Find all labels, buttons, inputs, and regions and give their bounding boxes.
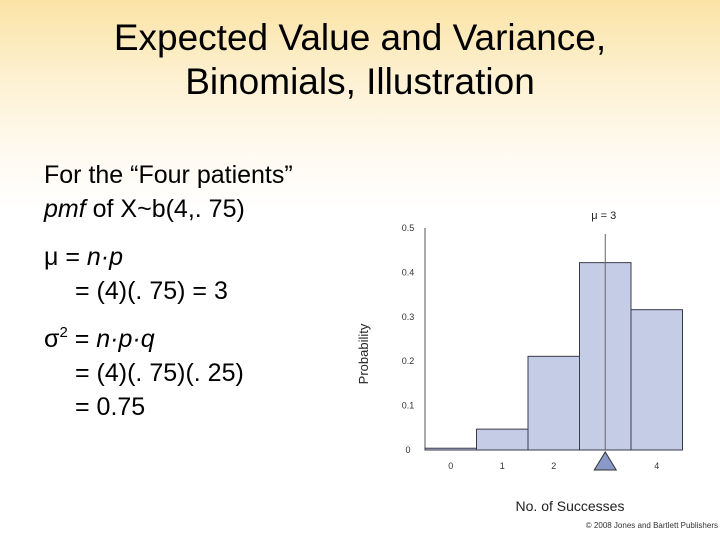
bar-1 xyxy=(476,428,529,451)
binomial-pmf-chart: 00.10.20.30.40.5Probability01234μ = 3No.… xyxy=(356,210,718,530)
sigma-formula: σ2 = n·p·q xyxy=(44,322,384,356)
sigma-symbol: σ xyxy=(44,325,60,353)
slide-body: For the “Four patients” pmf of X~b(4,. 7… xyxy=(44,158,384,424)
intro-line: For the “Four patients” xyxy=(44,161,293,189)
sigma-computation: = (4)(. 75)(. 25) xyxy=(75,359,244,387)
x-tick-label: 4 xyxy=(654,461,659,471)
title-line-2: Binomials, Illustration xyxy=(185,61,535,102)
mu-equals: = xyxy=(58,243,87,271)
sigma-superscript: 2 xyxy=(59,324,68,341)
x-tick-label: 0 xyxy=(448,461,453,471)
y-tick-label: 0 xyxy=(405,445,410,455)
x-tick-label: 1 xyxy=(500,461,505,471)
y-tick-label: 0.1 xyxy=(402,401,415,411)
mean-label: μ = 3 xyxy=(591,210,616,222)
sigma-result: = 0.75 xyxy=(75,393,146,421)
y-axis-title: Probability xyxy=(356,323,371,384)
pmf-word: pmf xyxy=(44,195,86,223)
y-tick-label: 0.4 xyxy=(402,267,415,277)
bar-4 xyxy=(630,309,683,451)
title-line-1: Expected Value and Variance, xyxy=(113,17,607,58)
mean-marker xyxy=(593,451,618,471)
y-tick-label: 0.2 xyxy=(402,356,415,366)
x-tick-label: 2 xyxy=(551,461,556,471)
mu-formula: μ = n·p xyxy=(44,240,384,274)
pmf-line: pmf of X~b(4,. 75) xyxy=(44,192,384,226)
mu-symbol: μ xyxy=(44,243,59,271)
mu-computation: = (4)(. 75) = 3 xyxy=(75,277,228,305)
sigma-equals: = xyxy=(67,325,97,353)
y-tick-label: 0.3 xyxy=(402,312,415,322)
x-axis-title: No. of Successes xyxy=(516,498,625,514)
copyright-note: © 2008 Jones and Bartlett Publishers xyxy=(586,521,718,530)
y-tick-label: 0.5 xyxy=(402,223,415,233)
pmf-rest: of X~b(4,. 75) xyxy=(85,195,245,223)
bar-0 xyxy=(424,447,477,451)
mu-np: n·p xyxy=(86,243,124,271)
bar-2 xyxy=(527,355,580,451)
slide-title: Expected Value and Variance, Binomials, … xyxy=(0,16,720,104)
sigma-npq: n·p·q xyxy=(96,325,155,353)
